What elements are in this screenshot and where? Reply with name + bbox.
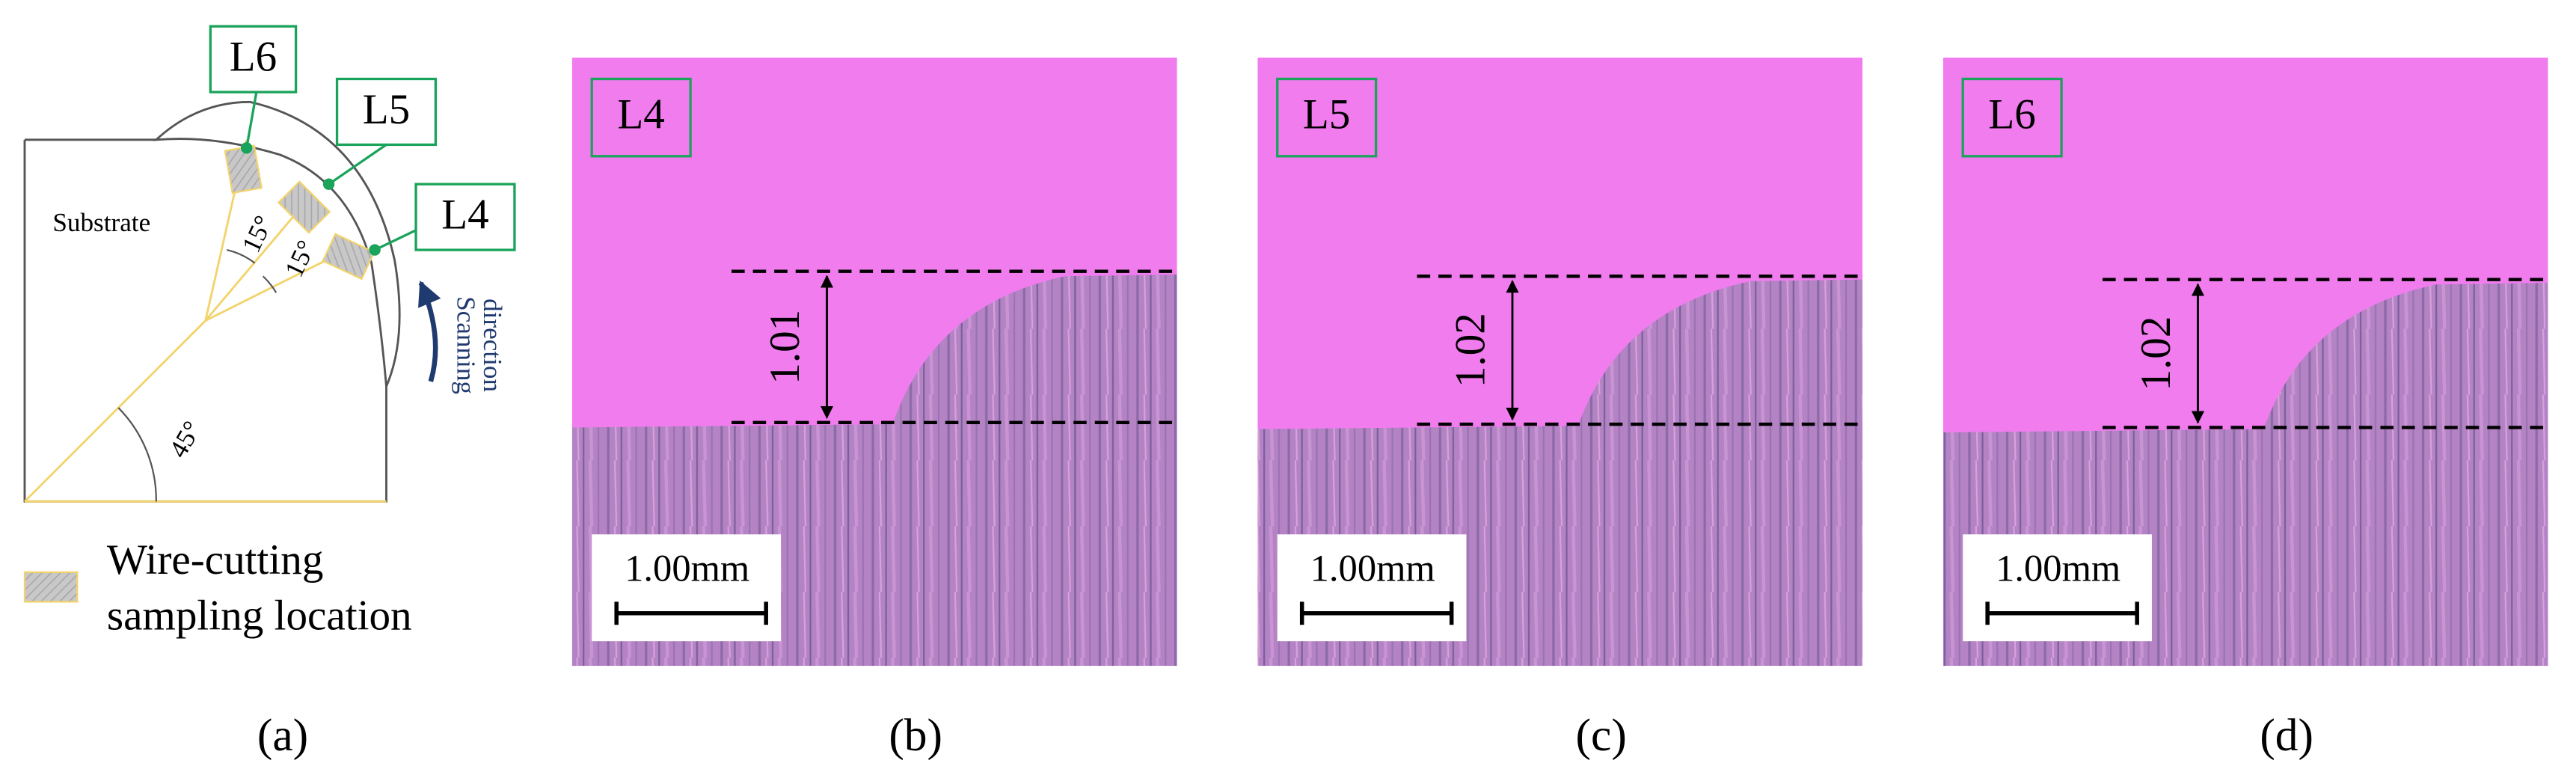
scale-box	[592, 534, 781, 642]
thickness-label: 1.02	[1447, 313, 1494, 388]
location-label: L6	[1988, 91, 2035, 138]
scale-label: 1.00mm	[625, 547, 749, 589]
scale-label: 1.00mm	[1310, 547, 1435, 589]
angle-label: 15°	[236, 211, 278, 257]
micrograph: 1.02 L6 1.00mm	[1942, 57, 2548, 667]
panel-label: (d)	[2260, 710, 2313, 761]
legend-label: Wire-cutting	[107, 536, 324, 584]
scan-label: direction	[478, 298, 507, 392]
angle-label: 45°	[163, 416, 206, 462]
panel-a: L6 L5 L4 Substrate 15° 15° 45° Scanning …	[23, 25, 516, 761]
scale-box	[1963, 534, 2152, 642]
location-label: L5	[363, 86, 410, 133]
angle-label: 15°	[279, 236, 321, 281]
legend-swatch	[23, 571, 79, 603]
scan-label: Scanning	[452, 296, 481, 394]
sample-location	[277, 180, 331, 234]
sample-location	[224, 144, 263, 195]
legend-label: sampling location	[107, 592, 412, 640]
angle-lines	[23, 139, 387, 503]
sample-location	[322, 233, 375, 281]
scale-box	[1277, 534, 1467, 642]
location-label: L5	[1303, 91, 1350, 138]
scale-bar	[1985, 601, 2139, 625]
location-label: L4	[441, 191, 488, 238]
micrographs: 1.01 L4 1.00mm (b) 1.02 L5 1.00mm (c) 1.02 L6 1.00…	[571, 57, 2548, 761]
scan-arrow	[418, 281, 441, 382]
thickness-label: 1.02	[2132, 316, 2180, 391]
scale-bar	[1299, 601, 1454, 625]
location-box	[590, 77, 692, 158]
cladding	[153, 100, 401, 388]
micrograph: 1.01 L4 1.00mm	[571, 57, 1177, 667]
panel-label: (a)	[257, 710, 308, 761]
location-label: L4	[617, 91, 664, 138]
location-box	[1961, 77, 2063, 158]
location-label: L6	[230, 33, 277, 80]
scale-bar	[614, 601, 768, 625]
scale-label: 1.00mm	[1996, 547, 2120, 589]
micrograph: 1.02 L5 1.00mm	[1257, 57, 1863, 667]
substrate-label: Substrate	[52, 208, 150, 237]
location-box	[1276, 77, 1378, 158]
panel-label: (b)	[889, 710, 942, 761]
panel-label: (c)	[1576, 710, 1627, 761]
thickness-label: 1.01	[761, 310, 809, 385]
